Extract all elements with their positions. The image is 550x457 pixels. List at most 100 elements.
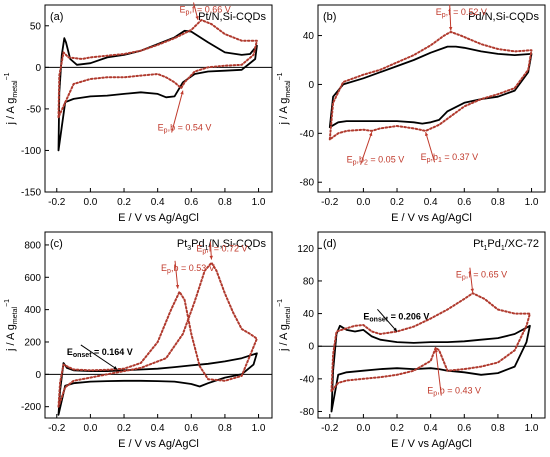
panel-label: (d) [323, 238, 336, 250]
x-axis-label: E / V vs Ag/AgCl [391, 438, 472, 450]
x-tick-label: 0.0 [83, 423, 97, 434]
x-tick-label: 1.0 [252, 423, 266, 434]
annotation-arrowhead [434, 348, 438, 353]
x-tick-label: 0.2 [117, 423, 131, 434]
annotation-arrowhead [113, 366, 118, 370]
y-axis-label: j / A gmetal−1 [277, 72, 292, 125]
x-tick-label: 1.0 [525, 423, 539, 434]
plot-frame [44, 4, 273, 193]
plot-frame [317, 231, 546, 419]
annotation-label: Ep,b = 0.43 V [427, 386, 481, 398]
chart-title: Pt3Pd1/N,Si-CQDs [177, 238, 267, 252]
y-tick-label: -80 [300, 178, 315, 189]
x-tick-label: -0.2 [321, 423, 339, 434]
annotation-arrow [80, 344, 118, 370]
annotation-arrow [174, 260, 179, 289]
annotation-arrowhead [180, 90, 184, 95]
annotation-label: Ep,f = 0.65 V [456, 270, 507, 282]
panel-label: (a) [50, 11, 63, 23]
panel-label: (c) [50, 238, 63, 250]
y-tick-label: -40 [300, 129, 315, 140]
y-tick-label: 800 [24, 240, 41, 251]
x-tick-label: 0.8 [218, 423, 232, 434]
series-solid [57, 29, 258, 152]
y-tick-label: -150 [21, 188, 41, 199]
annotation-arrow [425, 131, 436, 163]
annotation-label: Eonset = 0.206 V [363, 311, 429, 323]
y-tick-label: -200 [21, 402, 41, 413]
x-axis-label: E / V vs Ag/AgCl [118, 212, 199, 224]
y-tick-label: 120 [297, 244, 314, 255]
annotation-arrow [171, 90, 184, 133]
x-tick-label: 0.6 [457, 197, 471, 208]
x-tick-label: 0.2 [390, 197, 404, 208]
annotation-label: Eonset = 0.164 V [67, 347, 133, 359]
annotation-arrowhead [195, 16, 199, 20]
panel-label: (b) [323, 11, 336, 23]
annotation-arrow [360, 131, 373, 165]
annotation-label: Ep,b = 0.54 V [158, 122, 212, 134]
series-dotted [57, 261, 258, 408]
series-dotted [330, 292, 531, 393]
annotation-arrowhead [209, 255, 213, 260]
x-tick-label: 0.4 [424, 197, 438, 208]
annotation-label: Ep,b1 = 0.37 V [421, 152, 479, 164]
panel-a: -0.2 0.0 0.2 0.4 0.6 0.8 1.0 -150 -100 -50 0 50 E / … [4, 2, 273, 224]
x-tick-label: 0.8 [491, 197, 505, 208]
y-tick-label: 0 [308, 342, 314, 353]
panel-b: -0.2 0.0 0.2 0.4 0.6 0.8 1.0 -80 -40 0 40 E / V vs … [277, 4, 546, 224]
y-axis-label: j / A gmetal−1 [4, 72, 19, 125]
annotation-arrow [377, 308, 398, 332]
plot-frame [317, 4, 546, 193]
annotation-arrow [435, 348, 442, 396]
y-tick-label: -40 [300, 374, 315, 385]
x-tick-label: 0.6 [457, 423, 471, 434]
series-solid [328, 45, 533, 129]
y-tick-label: 50 [30, 21, 42, 32]
annotation-label: Ep,b2 = 0.05 V [347, 155, 405, 167]
x-tick-label: 0.8 [491, 423, 505, 434]
x-tick-label: 0.2 [117, 197, 131, 208]
y-tick-label: 40 [303, 309, 315, 320]
x-tick-label: 0.0 [356, 423, 370, 434]
series-solid [57, 352, 258, 416]
y-tick-label: 0 [35, 370, 41, 381]
annotation-arrowhead [368, 132, 373, 137]
series-solid [330, 324, 531, 413]
chart-title: Pt1Pd1/XC-72 [473, 238, 539, 252]
y-axis-label: j / A gmetal−1 [4, 299, 19, 352]
x-tick-label: 0.2 [390, 423, 404, 434]
x-tick-label: 0.0 [83, 197, 97, 208]
x-tick-label: 0.4 [424, 423, 438, 434]
series-dotted [57, 19, 258, 119]
y-tick-label: 400 [24, 305, 41, 316]
x-tick-label: 0.4 [151, 423, 165, 434]
panel-c: -0.2 0.0 0.2 0.4 0.6 0.8 1.0 -200 0 200 400 600 800 E… [4, 231, 273, 450]
y-axis-label: j / A gmetal−1 [277, 299, 292, 352]
x-tick-label: 0.6 [184, 423, 198, 434]
annotation-label: Ep,f = 0.52 V [436, 7, 487, 19]
annotation-arrow [449, 4, 452, 31]
x-tick-label: -0.2 [48, 423, 66, 434]
x-tick-label: 0.8 [218, 197, 232, 208]
annotation-label: Ep,f = 0.66 V [180, 4, 231, 16]
annotation-label: Ep,b = 0.53 V [161, 263, 215, 275]
annotation-arrowhead [470, 288, 475, 293]
y-tick-label: 40 [303, 31, 315, 42]
y-tick-label: 0 [35, 63, 41, 74]
x-tick-label: 0.6 [184, 197, 198, 208]
x-tick-label: -0.2 [321, 197, 339, 208]
y-tick-label: -80 [300, 407, 315, 418]
x-tick-label: 0.0 [356, 197, 370, 208]
chart-title: Pt/N,Si-CQDs [198, 11, 266, 23]
chart-title: Pd/N,Si-CQDs [468, 11, 539, 23]
annotation-arrow [469, 267, 474, 293]
series-dotted [328, 30, 533, 141]
annotation-arrowhead [175, 284, 180, 289]
x-tick-label: -0.2 [48, 197, 66, 208]
annotation-arrowhead [424, 132, 429, 137]
annotation-label: Ep,f = 0.72 V [196, 243, 247, 255]
y-tick-label: -100 [21, 146, 41, 157]
y-tick-label: 0 [308, 80, 314, 91]
